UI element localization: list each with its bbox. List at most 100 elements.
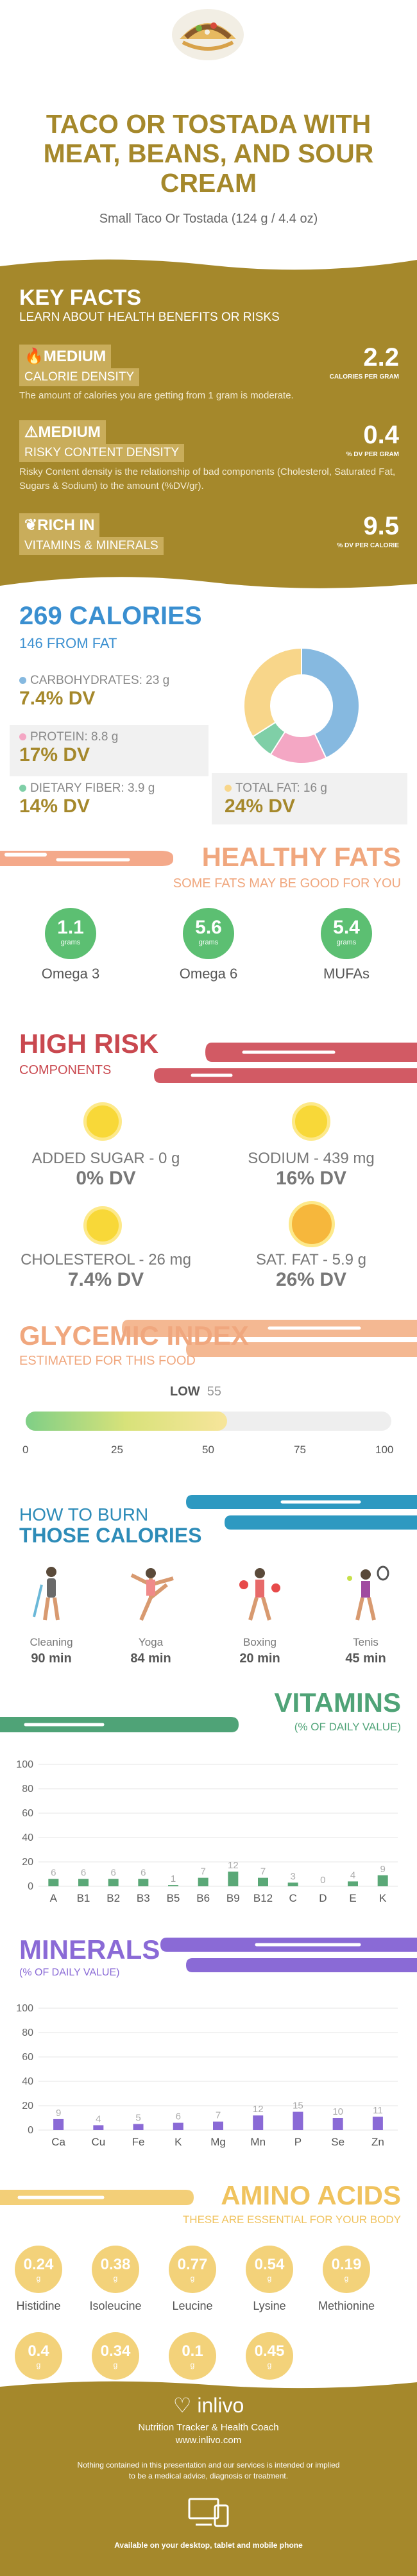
footer-background bbox=[0, 2381, 417, 2576]
glycemic-value: 55 bbox=[207, 1385, 222, 1399]
amino-unit: g bbox=[113, 2360, 118, 2369]
vitamins-banner bbox=[0, 1717, 239, 1732]
amino-circle: 0.19 g bbox=[323, 2246, 370, 2293]
risk-dv: 26% DV bbox=[275, 1269, 347, 1290]
y-tick-label: 0 bbox=[28, 2125, 33, 2136]
fat-label: Omega 6 bbox=[179, 966, 238, 982]
activity-time: 45 min bbox=[345, 1651, 386, 1666]
macro-protein-bg bbox=[10, 725, 208, 776]
y-tick-label: 40 bbox=[22, 1832, 33, 1843]
fat-dot bbox=[225, 785, 232, 792]
glycemic-banner bbox=[122, 1320, 417, 1357]
risk-dv: 7.4% DV bbox=[67, 1269, 144, 1290]
x-category-label: D bbox=[319, 1892, 327, 1904]
amino-value: 0.34 bbox=[100, 2342, 131, 2360]
warning-icon: ⚠ bbox=[24, 423, 38, 441]
amino-label: Leucine bbox=[172, 2299, 213, 2312]
fiber-dot bbox=[19, 785, 26, 792]
bar-value-label: 4 bbox=[350, 1870, 355, 1881]
bar bbox=[93, 2125, 104, 2130]
title-line-2: MEAT, BEANS, AND SOUR bbox=[43, 139, 374, 168]
x-category-label: Se bbox=[331, 2136, 345, 2148]
fact-name: VITAMINS & MINERALS bbox=[19, 537, 164, 555]
x-category-label: K bbox=[174, 2136, 182, 2148]
devices-icon bbox=[188, 2498, 229, 2527]
macro-label: PROTEIN: 8.8 g bbox=[30, 730, 119, 744]
fat-unit: grams bbox=[198, 939, 219, 946]
amino-circle: 0.38 g bbox=[92, 2246, 139, 2293]
bar-value-label: 6 bbox=[176, 2111, 181, 2122]
x-category-label: P bbox=[294, 2136, 302, 2148]
macro-fat: TOTAL FAT: 16 g 24% DV bbox=[225, 781, 327, 817]
risk-dv: 0% DV bbox=[76, 1168, 136, 1189]
bar bbox=[372, 2117, 383, 2130]
macro-fat-bg bbox=[212, 773, 407, 824]
fact-description: Risky Content density is the relationshi… bbox=[19, 466, 396, 491]
macro-fiber: DIETARY FIBER: 3.9 g 14% DV bbox=[19, 781, 155, 817]
bar-value-label: 0 bbox=[320, 1875, 325, 1886]
fat-value: 1.1 bbox=[57, 917, 84, 938]
x-category-label: B3 bbox=[137, 1892, 150, 1904]
bar bbox=[138, 1879, 149, 1886]
bar bbox=[198, 1877, 208, 1886]
x-category-label: B9 bbox=[226, 1892, 240, 1904]
bar-value-label: 12 bbox=[253, 2104, 264, 2115]
bar bbox=[332, 2118, 343, 2130]
fact-level: RICH IN bbox=[37, 516, 95, 534]
bar-value-label: 6 bbox=[140, 1868, 146, 1879]
bar-value-label: 7 bbox=[216, 2110, 221, 2121]
fat-unit: grams bbox=[336, 939, 357, 946]
bar bbox=[228, 1872, 239, 1886]
macro-dv: 7.4% DV bbox=[19, 688, 96, 709]
activity-time: 84 min bbox=[130, 1651, 171, 1666]
title-line-1: TACO OR TOSTADA WITH bbox=[46, 109, 371, 139]
bar bbox=[48, 1879, 59, 1886]
x-category-label: Fe bbox=[132, 2136, 145, 2148]
amino-circle: 0.4 g bbox=[15, 2332, 62, 2380]
x-category-label: C bbox=[289, 1892, 297, 1904]
amino-value: 0.54 bbox=[254, 2256, 285, 2273]
bar bbox=[377, 1875, 388, 1886]
fact-risky-density: ⚠MEDIUM RISKY CONTENT DENSITY bbox=[19, 420, 185, 462]
x-category-label: Cu bbox=[91, 2136, 105, 2148]
y-tick-label: 20 bbox=[22, 1857, 33, 1868]
activity-time: 20 min bbox=[239, 1651, 280, 1666]
activity-label: Tenis bbox=[353, 1636, 379, 1648]
amino-value: 0.45 bbox=[254, 2342, 285, 2360]
vitamins-subtitle: (% OF DAILY VALUE) bbox=[294, 1721, 401, 1733]
macro-dv: 14% DV bbox=[19, 796, 90, 817]
minerals-subtitle: (% OF DAILY VALUE) bbox=[19, 1967, 120, 1978]
high-risk-subtitle: COMPONENTS bbox=[19, 1063, 112, 1077]
food-image bbox=[170, 4, 246, 62]
bar bbox=[53, 2119, 64, 2130]
yoga-icon bbox=[130, 1568, 174, 1621]
bar bbox=[168, 1885, 178, 1886]
neutral-face-icon bbox=[289, 1201, 335, 1247]
page-title: TACO OR TOSTADA WITH MEAT, BEANS, AND SO… bbox=[0, 109, 417, 198]
gi-tick: 75 bbox=[294, 1444, 306, 1456]
fact-name: CALORIE DENSITY bbox=[19, 368, 140, 386]
y-tick-label: 20 bbox=[22, 2101, 33, 2111]
smile-face-icon bbox=[83, 1206, 122, 1245]
brand-name: inlivo bbox=[197, 2394, 244, 2417]
leaf-icon: ❦ bbox=[24, 516, 38, 534]
bar-value-label: 5 bbox=[135, 2113, 140, 2124]
omega3-circle: 1.1 grams bbox=[45, 908, 96, 959]
footer-disclaimer-1: Nothing contained in this presentation a… bbox=[77, 2461, 340, 2469]
fact-name: RISKY CONTENT DENSITY bbox=[19, 444, 185, 462]
bar bbox=[253, 2115, 264, 2130]
boxing-icon bbox=[239, 1568, 280, 1621]
glycemic-level: LOW bbox=[170, 1385, 200, 1399]
x-category-label: B1 bbox=[77, 1892, 90, 1904]
vitamins-bar-chart: 0 20 40 60 80 100 6 A 6 B1 6 B2 6 B3 1 B5 7 B6 12 B9 7 B12 3 C 0… bbox=[16, 1759, 398, 1904]
bar-value-label: 11 bbox=[373, 2105, 383, 2116]
carbs-dot bbox=[19, 677, 26, 685]
minerals-bar-chart: 0 20 40 60 80 100 9 Ca 4 Cu 5 Fe 6 K 7 Mg 12 Mn 15 P 10 Se 11 Z… bbox=[16, 2003, 398, 2148]
macro-label: CARBOHYDRATES: 23 g bbox=[30, 674, 170, 687]
gi-tick: 0 bbox=[22, 1444, 29, 1456]
bar bbox=[108, 1879, 119, 1886]
footer-url[interactable]: www.inlivo.com bbox=[175, 2435, 242, 2446]
heart-icon: ♡ bbox=[173, 2394, 192, 2417]
amino-value: 0.4 bbox=[28, 2342, 49, 2360]
amino-subtitle: THESE ARE ESSENTIAL FOR YOUR BODY bbox=[182, 2213, 401, 2226]
